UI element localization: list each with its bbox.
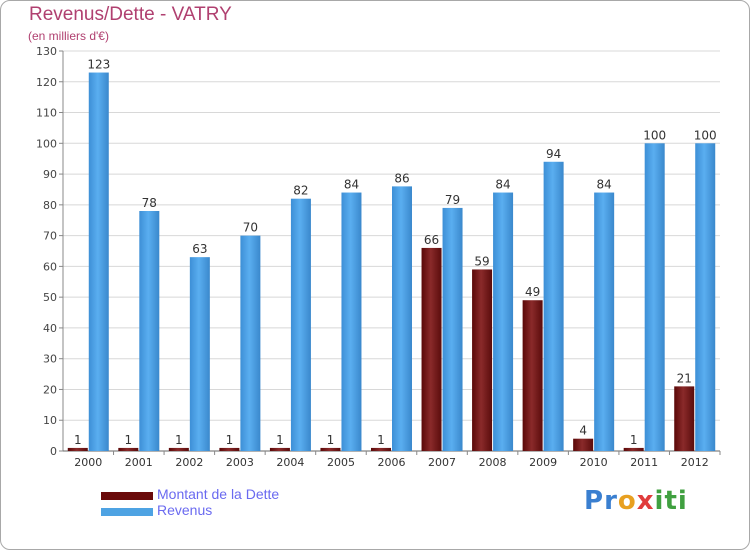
x-tick-label: 2004 <box>276 456 304 469</box>
x-tick-label: 2012 <box>681 456 709 469</box>
data-label-revenus: 82 <box>293 184 308 198</box>
bar-revenus <box>543 161 564 451</box>
chart-title: Revenus/Dette - VATRY <box>29 4 232 25</box>
data-label-revenus: 78 <box>142 196 157 210</box>
bar-dette <box>623 447 644 451</box>
x-tick-label: 2005 <box>327 456 355 469</box>
bar-dette <box>522 300 543 451</box>
logo-letter: t <box>664 486 678 516</box>
bar-dette <box>320 447 341 451</box>
logo-letter: i <box>654 486 665 516</box>
logo-letter: x <box>636 486 655 516</box>
y-tick-label: 30 <box>43 353 57 366</box>
x-tick-label: 2007 <box>428 456 456 469</box>
data-label-dette: 49 <box>525 285 540 299</box>
legend-label-dette: Montant de la Dette <box>157 486 280 502</box>
data-label-revenus: 84 <box>344 178 359 192</box>
bar-revenus <box>240 235 261 451</box>
proxiti-logo: Proxiti <box>584 486 688 516</box>
bar-revenus <box>442 207 463 451</box>
bar-revenus <box>189 257 210 451</box>
bar-revenus <box>341 192 362 452</box>
data-label-dette: 66 <box>424 233 439 247</box>
data-label-dette: 1 <box>124 433 132 447</box>
data-label-revenus: 70 <box>243 221 258 235</box>
y-tick-label: 130 <box>36 45 57 58</box>
bar-revenus <box>290 198 311 451</box>
data-label-revenus: 100 <box>694 128 717 142</box>
y-tick-label: 100 <box>36 137 57 150</box>
bar-revenus <box>493 192 514 452</box>
bar-dette <box>168 447 189 451</box>
data-label-dette: 1 <box>276 433 284 447</box>
bar-dette <box>371 447 391 451</box>
bar-dette <box>472 269 493 451</box>
data-label-dette: 1 <box>630 433 638 447</box>
data-label-revenus: 79 <box>445 193 460 207</box>
legend-label-revenus: Revenus <box>157 502 213 518</box>
x-tick-label: 2003 <box>226 456 254 469</box>
bar-dette <box>674 386 695 451</box>
y-tick-label: 50 <box>43 291 57 304</box>
x-tick-label: 2008 <box>479 456 507 469</box>
data-label-dette: 1 <box>74 433 82 447</box>
data-label-dette: 21 <box>677 371 692 385</box>
legend-swatch-revenus <box>101 508 153 516</box>
legend-swatch-dette <box>101 492 153 500</box>
y-tick-label: 120 <box>36 76 57 89</box>
data-label-revenus: 123 <box>87 58 110 72</box>
data-label-revenus: 86 <box>394 171 409 185</box>
x-tick-label: 2006 <box>378 456 406 469</box>
x-tick-label: 2002 <box>175 456 203 469</box>
data-label-dette: 1 <box>377 433 385 447</box>
y-tick-label: 110 <box>36 107 57 120</box>
bar-revenus <box>88 72 109 452</box>
data-label-revenus: 94 <box>546 147 561 161</box>
data-label-revenus: 63 <box>192 242 207 256</box>
bar-dette <box>421 247 442 451</box>
bar-revenus <box>695 143 716 452</box>
data-label-dette: 1 <box>175 433 183 447</box>
logo-letter: r <box>604 486 618 516</box>
y-tick-label: 70 <box>43 230 57 243</box>
bar-dette <box>118 447 139 451</box>
data-label-dette: 59 <box>474 254 489 268</box>
x-tick-label: 2010 <box>580 456 608 469</box>
logo-letter: o <box>617 486 637 516</box>
y-tick-label: 80 <box>43 199 57 212</box>
data-label-revenus: 84 <box>597 178 612 192</box>
bar-revenus <box>594 192 615 452</box>
logo-letter: i <box>677 486 688 516</box>
bar-dette <box>219 447 240 451</box>
bar-revenus <box>644 143 665 452</box>
data-label-dette: 4 <box>579 424 587 438</box>
x-tick-label: 2000 <box>74 456 102 469</box>
bar-dette <box>269 447 290 451</box>
y-tick-label: 10 <box>43 414 57 427</box>
bar-revenus <box>139 211 160 451</box>
bar-dette <box>67 447 88 451</box>
chart-subtitle: (en milliers d'€) <box>28 29 109 43</box>
y-tick-label: 90 <box>43 168 57 181</box>
x-tick-label: 2001 <box>125 456 153 469</box>
logo-letter: P <box>584 486 605 516</box>
y-tick-label: 0 <box>50 445 57 458</box>
bar-revenus <box>392 186 412 451</box>
y-tick-label: 40 <box>43 322 57 335</box>
x-tick-label: 2011 <box>630 456 658 469</box>
y-tick-label: 20 <box>43 383 57 396</box>
data-label-dette: 1 <box>226 433 234 447</box>
y-tick-label: 60 <box>43 260 57 273</box>
data-label-revenus: 84 <box>495 178 510 192</box>
x-tick-label: 2009 <box>529 456 557 469</box>
data-label-dette: 1 <box>327 433 335 447</box>
bar-dette <box>573 438 594 451</box>
data-label-revenus: 100 <box>643 128 666 142</box>
